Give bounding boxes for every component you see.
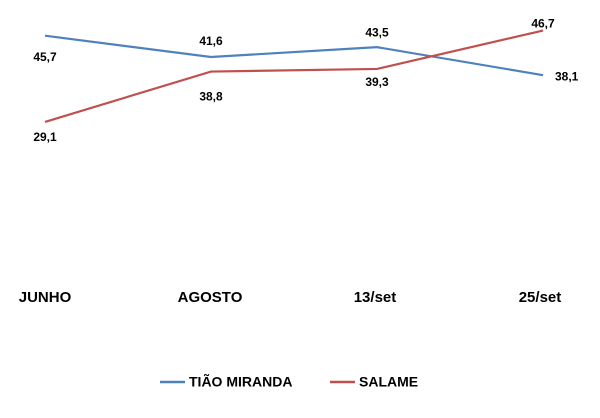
data-label: 41,6 xyxy=(199,34,223,48)
data-label: 45,7 xyxy=(33,50,57,64)
data-label: 46,7 xyxy=(531,17,555,31)
legend-label: TIÃO MIRANDA xyxy=(189,373,292,390)
data-label: 39,3 xyxy=(365,75,389,89)
series-line xyxy=(44,29,544,123)
x-tick-label: 13/set xyxy=(354,289,397,306)
x-tick-label: JUNHO xyxy=(19,289,72,306)
data-label: 38,1 xyxy=(555,69,579,83)
data-label: 29,1 xyxy=(33,130,57,144)
legend-label: SALAME xyxy=(359,374,418,390)
data-label: 43,5 xyxy=(365,25,389,39)
data-label: 38,8 xyxy=(199,90,223,104)
x-tick-label: AGOSTO xyxy=(178,289,243,306)
series-line xyxy=(44,34,544,77)
x-tick-label: 25/set xyxy=(519,289,562,306)
